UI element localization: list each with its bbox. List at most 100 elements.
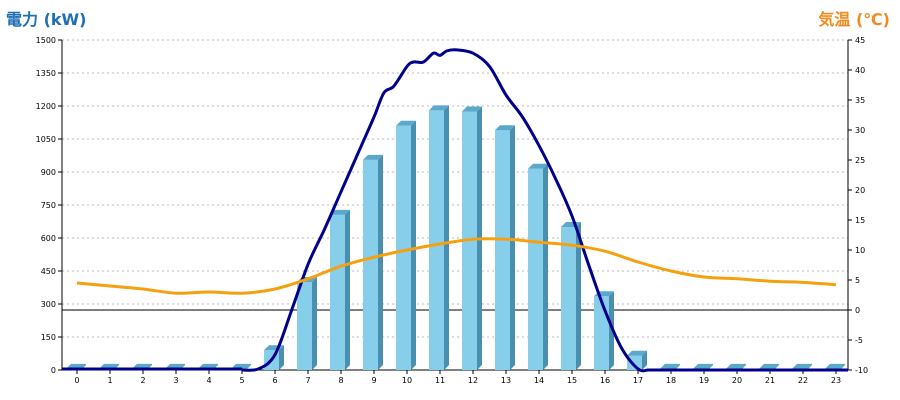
bar-side [708,363,713,370]
bar [594,291,614,370]
bar-top [792,363,812,369]
bar-side [840,363,845,370]
left-tick-label: 600 [41,234,56,243]
right-axis-title: 気温 (℃) [818,10,890,29]
bar-side [312,277,317,370]
x-tick-label: 0 [74,376,79,385]
bar-front [429,110,444,371]
right-tick-label: 35 [855,96,865,105]
right-tick-label: -10 [855,366,868,375]
bar-top [330,209,350,215]
bar [561,222,581,370]
bar-side [609,291,614,370]
left-tick-label: 1500 [36,36,56,45]
x-tick-label: 15 [567,376,577,385]
right-tick-label: 30 [855,126,865,135]
bar [429,105,449,371]
left-tick-label: 1200 [36,102,56,111]
bar-top [528,163,548,169]
right-tick-label: -5 [855,336,863,345]
bar [297,277,317,370]
x-tick-label: 5 [239,376,244,385]
left-tick-label: 0 [51,366,56,375]
bar [396,120,416,370]
bar [363,154,383,370]
bar-side [774,363,779,370]
x-tick-label: 20 [732,376,742,385]
power-line [241,48,848,373]
axes [58,39,852,374]
bar-side [345,209,350,370]
x-tick-label: 8 [338,376,343,385]
x-tick-label: 6 [272,376,277,385]
x-tick-label: 22 [798,376,808,385]
bar-front [396,125,411,370]
x-tick-label: 23 [831,376,841,385]
bar-side [642,350,647,370]
left-tick-label: 1050 [36,135,56,144]
bar-top [726,363,746,369]
bars [66,105,845,371]
x-tick-label: 1 [107,376,112,385]
bar-top [759,363,779,369]
right-tick-label: 15 [855,216,865,225]
right-tick-label: 25 [855,156,865,165]
bar-side [807,363,812,370]
bar-top [396,120,416,126]
bar-side [675,363,680,370]
bar-top [660,363,680,369]
x-tick-label: 3 [173,376,178,385]
gridlines [62,39,848,338]
left-tick-label: 450 [41,267,56,276]
right-tick-label: 45 [855,36,865,45]
x-tick-label: 21 [765,376,775,385]
x-tick-label: 7 [305,376,310,385]
x-tick-label: 16 [600,376,610,385]
bar-side [543,163,548,370]
bar-top [363,154,383,160]
bar [330,209,350,370]
x-tick-label: 13 [501,376,511,385]
right-tick-label: 5 [855,276,860,285]
bar-front [297,282,312,370]
bar-front [528,168,543,370]
x-tick-label: 11 [435,376,445,385]
bar-top [825,363,845,369]
bar-side [741,363,746,370]
bar-side [378,154,383,370]
bar-top [462,106,482,112]
right-tick-label: 40 [855,66,865,75]
bar [528,163,548,370]
bar-side [510,125,515,370]
x-tick-label: 17 [633,376,643,385]
tick-labels: 01503004506007509001050120013501500-10-5… [36,36,868,385]
temperature-line [76,237,837,295]
x-tick-label: 2 [140,376,145,385]
left-tick-label: 900 [41,168,56,177]
bar-top [693,363,713,369]
bar-top [627,350,647,356]
bar [495,125,515,370]
bar-front [330,214,345,370]
x-tick-label: 14 [534,376,544,385]
x-tick-label: 18 [666,376,676,385]
bar-front [561,227,576,370]
bar-side [411,120,416,370]
left-tick-label: 1350 [36,69,56,78]
bar-side [444,105,449,371]
bar-top [495,125,515,131]
left-tick-label: 300 [41,300,56,309]
right-tick-label: 20 [855,186,865,195]
right-tick-label: 0 [855,306,860,315]
left-tick-label: 150 [41,333,56,342]
series-lines [62,48,848,373]
left-axis-title: 電力 (kW) [6,10,87,29]
bar-side [279,345,284,370]
x-tick-label: 10 [402,376,412,385]
right-tick-label: 10 [855,246,865,255]
bar-side [576,222,581,370]
x-tick-label: 19 [699,376,709,385]
bar-top [429,105,449,111]
x-tick-label: 4 [206,376,211,385]
